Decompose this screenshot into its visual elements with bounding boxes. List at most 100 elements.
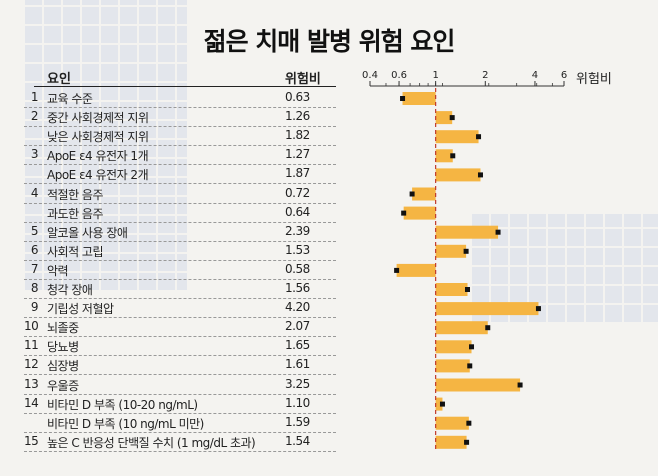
point-marker <box>485 325 491 331</box>
bar <box>435 435 467 449</box>
factor-label: 악력 <box>47 263 69 278</box>
row-number: 13 <box>24 376 39 391</box>
table-row: 8 청각 장애 1.56 <box>24 279 336 299</box>
bar <box>435 168 481 182</box>
value-label: 1.54 <box>285 433 310 448</box>
bar <box>435 283 468 296</box>
table-row: 11 당뇨병 1.65 <box>24 336 336 357</box>
row-number: 2 <box>30 109 39 124</box>
table-row: 13 우울증 3.25 <box>24 375 336 395</box>
bar <box>435 244 467 258</box>
table-row: 9 기립성 저혈압 4.20 <box>24 298 336 319</box>
point-marker <box>535 306 541 312</box>
factor-label: 우울증 <box>47 378 79 393</box>
table-row: ApoE ε4 유전자 2개 1.87 <box>24 164 336 185</box>
table-row: 3 ApoE ε4 유전자 1개 1.27 <box>24 145 336 166</box>
factor-label: 적절한 음주 <box>47 187 104 202</box>
bar <box>435 340 472 354</box>
factor-label: 비타민 D 부족 (10-20 ng/mL) <box>47 397 198 412</box>
table-row: 4 적절한 음주 0.72 <box>24 184 336 204</box>
value-label: 1.59 <box>285 414 310 429</box>
table-row: 1 교육 수준 0.63 <box>24 88 336 108</box>
point-marker <box>466 420 472 426</box>
value-label: 1.53 <box>285 242 310 257</box>
row-number: 7 <box>30 261 39 276</box>
point-marker <box>464 439 470 445</box>
bar <box>435 130 479 144</box>
point-marker <box>469 344 475 350</box>
value-label: 0.64 <box>285 204 310 219</box>
value-label: 1.26 <box>285 109 310 124</box>
row-number: 14 <box>24 395 39 410</box>
column-header-value: 위험비 <box>285 72 321 87</box>
x-axis-label: 위험비 <box>576 72 612 87</box>
x-tick-label: 0.6 <box>391 70 407 81</box>
bar <box>412 187 436 201</box>
bar <box>435 397 443 411</box>
x-tick-label: 1 <box>432 70 438 81</box>
x-tick-label: 6 <box>561 70 567 81</box>
factor-label: 기립성 저혈압 <box>47 302 114 317</box>
point-marker <box>450 153 456 159</box>
factor-label: ApoE ε4 유전자 1개 <box>47 149 149 164</box>
factor-label: 사회적 고립 <box>47 244 104 259</box>
value-label: 0.63 <box>285 90 310 104</box>
value-label: 0.58 <box>285 261 310 276</box>
value-label: 1.27 <box>285 147 310 162</box>
table-row: 14 비타민 D 부족 (10-20 ng/mL) 1.10 <box>24 394 336 414</box>
factor-label: 알코올 사용 장애 <box>47 225 128 240</box>
factor-label: 비타민 D 부족 (10 ng/mL 미만) <box>47 416 204 431</box>
table-row: 10 뇌졸중 2.07 <box>24 317 336 338</box>
point-marker <box>409 191 415 197</box>
table-row: 7 악력 0.58 <box>24 260 336 280</box>
bar <box>435 378 521 392</box>
table-row: 비타민 D 부족 (10 ng/mL 미만) 1.59 <box>24 413 336 433</box>
row-number: 4 <box>30 185 39 200</box>
bar <box>435 302 539 316</box>
bar <box>402 92 436 105</box>
table-row: 과도한 음주 0.64 <box>24 203 336 223</box>
bar <box>435 225 499 239</box>
point-marker <box>401 210 407 216</box>
point-marker <box>439 401 445 407</box>
value-label: 1.82 <box>285 128 310 143</box>
point-marker <box>449 115 455 121</box>
factor-label: 교육 수준 <box>47 92 93 106</box>
value-label: 3.25 <box>285 376 310 391</box>
x-tick-label: 0.4 <box>362 70 378 81</box>
point-marker <box>477 172 483 178</box>
row-number: 15 <box>24 433 39 448</box>
row-number: 11 <box>24 338 39 353</box>
table-row: 2 중간 사회경제적 지위 1.26 <box>24 107 336 128</box>
table-row: 15 높은 C 반응성 단백질 수치 (1 mg/dL 초과) 1.54 <box>24 432 336 452</box>
factor-label: ApoE ε4 유전자 2개 <box>47 168 149 183</box>
table-row: 12 심장병 1.61 <box>24 355 336 376</box>
row-number: 3 <box>30 147 39 162</box>
value-label: 0.72 <box>285 185 310 200</box>
point-marker <box>394 267 400 273</box>
row-number: 1 <box>30 90 39 104</box>
bar <box>396 263 436 277</box>
bar <box>435 149 453 163</box>
value-label: 1.56 <box>285 281 310 295</box>
row-number: 9 <box>30 300 39 315</box>
factor-label: 낮은 사회경제적 지위 <box>47 130 149 145</box>
point-marker <box>517 382 523 388</box>
value-label: 2.39 <box>285 223 310 238</box>
point-marker <box>467 363 473 369</box>
factor-label: 뇌졸중 <box>47 321 79 336</box>
factor-label: 높은 C 반응성 단백질 수치 (1 mg/dL 초과) <box>47 435 256 450</box>
value-label: 1.65 <box>285 338 310 353</box>
point-marker <box>495 229 501 235</box>
point-marker <box>463 248 469 254</box>
value-label: 1.87 <box>285 166 310 181</box>
factor-label: 과도한 음주 <box>47 206 104 221</box>
factor-label: 중간 사회경제적 지위 <box>47 111 149 126</box>
row-number: 8 <box>30 281 39 295</box>
factor-label: 청각 장애 <box>47 283 93 297</box>
point-marker <box>400 96 406 101</box>
x-tick-label: 2 <box>482 70 488 81</box>
column-header-factor: 요인 <box>47 72 71 87</box>
value-label: 4.20 <box>285 300 310 315</box>
row-number: 5 <box>30 223 39 238</box>
